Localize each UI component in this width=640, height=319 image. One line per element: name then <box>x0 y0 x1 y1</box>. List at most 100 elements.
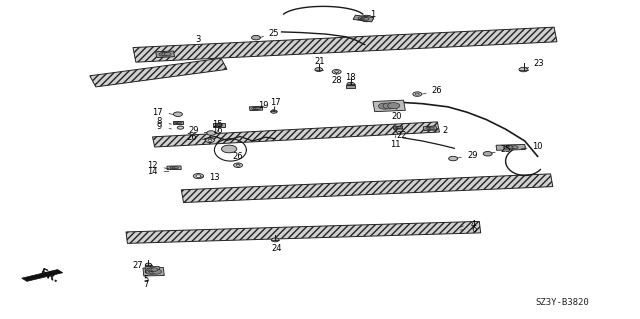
Circle shape <box>315 68 323 71</box>
Circle shape <box>173 112 182 116</box>
Circle shape <box>358 17 364 19</box>
Bar <box>156 51 175 57</box>
Circle shape <box>221 145 237 153</box>
Circle shape <box>253 107 259 110</box>
Text: 5: 5 <box>143 275 148 284</box>
Polygon shape <box>152 122 440 147</box>
Text: 19: 19 <box>259 101 269 110</box>
Circle shape <box>519 67 528 72</box>
Text: 26: 26 <box>233 152 243 161</box>
Text: 26: 26 <box>187 133 197 142</box>
Circle shape <box>236 164 240 166</box>
Text: FR.: FR. <box>38 268 60 285</box>
Circle shape <box>207 131 216 135</box>
Circle shape <box>234 163 243 167</box>
Circle shape <box>415 93 419 95</box>
Circle shape <box>148 269 159 274</box>
Circle shape <box>360 15 373 22</box>
Circle shape <box>172 167 176 169</box>
Text: 17: 17 <box>152 108 163 117</box>
Circle shape <box>335 71 339 73</box>
Bar <box>423 126 437 130</box>
Circle shape <box>152 269 161 274</box>
Circle shape <box>413 92 422 96</box>
Polygon shape <box>22 270 63 281</box>
Text: 3: 3 <box>196 35 201 44</box>
Text: 15: 15 <box>212 120 223 129</box>
Circle shape <box>252 35 260 40</box>
Circle shape <box>149 268 156 271</box>
Circle shape <box>508 146 514 149</box>
Circle shape <box>271 110 277 113</box>
Bar <box>496 145 525 150</box>
Circle shape <box>175 122 179 124</box>
Circle shape <box>176 122 180 124</box>
Circle shape <box>215 124 219 126</box>
Circle shape <box>397 127 401 129</box>
Text: 11: 11 <box>390 140 401 149</box>
Text: 8: 8 <box>156 117 161 126</box>
Text: 10: 10 <box>532 142 543 151</box>
Text: 7: 7 <box>143 280 148 289</box>
Circle shape <box>253 107 259 110</box>
Bar <box>250 106 262 111</box>
Text: 20: 20 <box>392 112 402 121</box>
Circle shape <box>145 264 152 267</box>
Circle shape <box>395 127 399 129</box>
Text: 1: 1 <box>370 10 375 19</box>
Text: SZ3Y-B3820: SZ3Y-B3820 <box>535 298 589 307</box>
Circle shape <box>159 53 166 56</box>
Circle shape <box>151 268 158 271</box>
Circle shape <box>361 17 366 20</box>
Circle shape <box>208 139 212 141</box>
Text: 6: 6 <box>471 225 476 234</box>
Bar <box>145 267 159 272</box>
Circle shape <box>508 146 514 149</box>
Bar <box>173 121 183 124</box>
Text: 28: 28 <box>332 76 342 85</box>
Text: 4: 4 <box>471 220 476 229</box>
Text: 25: 25 <box>269 29 279 38</box>
Polygon shape <box>181 174 553 203</box>
Text: 17: 17 <box>270 98 280 107</box>
Circle shape <box>449 156 458 161</box>
Polygon shape <box>126 221 481 243</box>
Bar <box>394 126 403 129</box>
Text: 24: 24 <box>271 244 282 253</box>
Circle shape <box>177 122 181 124</box>
Circle shape <box>219 124 223 126</box>
Bar <box>373 100 405 112</box>
Circle shape <box>332 70 341 74</box>
Circle shape <box>512 146 518 149</box>
Bar <box>346 85 355 88</box>
Circle shape <box>271 238 279 242</box>
Polygon shape <box>133 27 557 62</box>
Circle shape <box>396 127 400 129</box>
Circle shape <box>162 53 168 56</box>
Bar <box>213 123 225 127</box>
Circle shape <box>503 146 509 149</box>
Circle shape <box>388 103 400 109</box>
Text: 23: 23 <box>534 59 544 68</box>
Circle shape <box>347 82 355 86</box>
Text: 27: 27 <box>132 261 143 270</box>
Text: 2: 2 <box>442 126 447 135</box>
Circle shape <box>146 270 156 274</box>
Circle shape <box>170 167 174 169</box>
Circle shape <box>383 103 396 109</box>
Text: 29: 29 <box>188 126 198 135</box>
Text: 13: 13 <box>209 173 220 182</box>
Polygon shape <box>90 58 227 87</box>
Text: 25: 25 <box>500 145 511 154</box>
Circle shape <box>174 167 179 169</box>
Circle shape <box>428 127 433 130</box>
Circle shape <box>364 18 369 20</box>
Text: 21: 21 <box>314 57 324 66</box>
Circle shape <box>255 107 260 109</box>
Circle shape <box>145 263 152 266</box>
Text: 9: 9 <box>156 122 161 130</box>
Circle shape <box>177 126 184 129</box>
Circle shape <box>483 152 492 156</box>
Text: 12: 12 <box>147 161 157 170</box>
Text: 16: 16 <box>212 126 223 135</box>
